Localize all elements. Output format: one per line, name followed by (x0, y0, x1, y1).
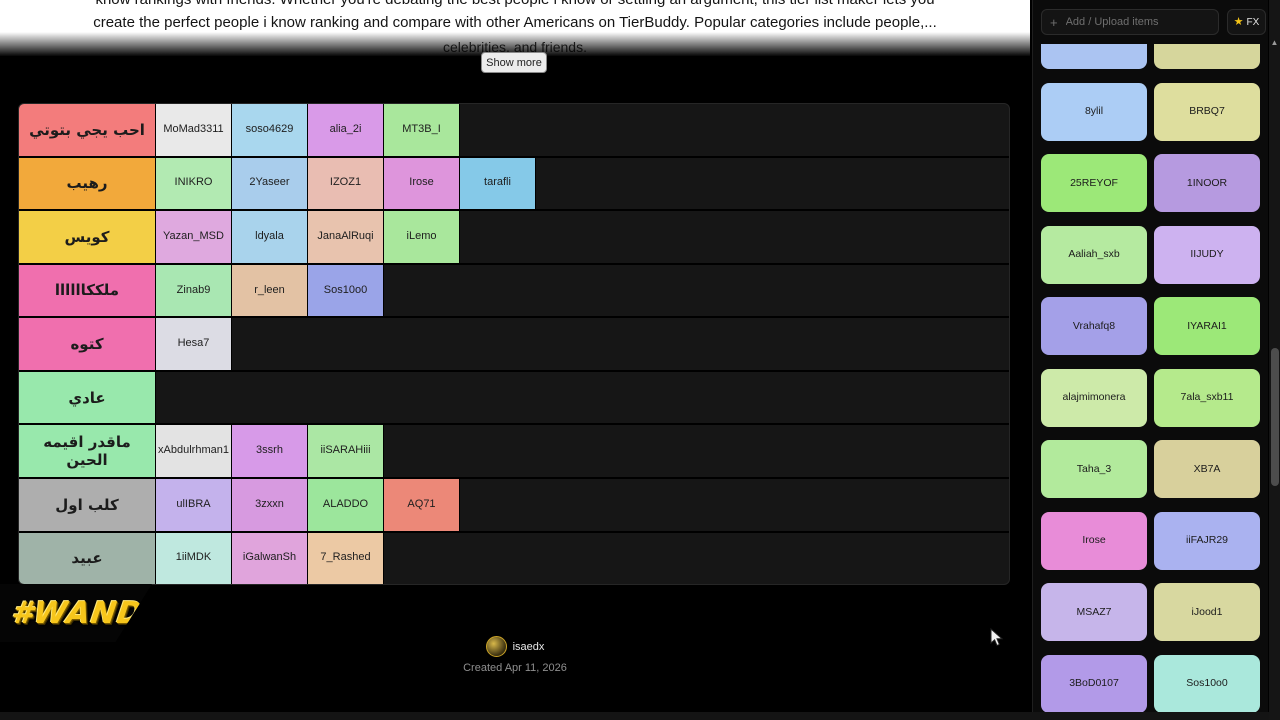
add-upload-input[interactable] (1063, 15, 1210, 29)
sidebar-items-grid: 8ylil BRBQ7 25REYOF 1INOOR Aaliah_sxb IIJUDY V… (1033, 0, 1268, 720)
tier-item[interactable]: 1iiMDK (156, 532, 232, 584)
add-upload-box[interactable]: + (1041, 9, 1219, 35)
creator-row: isaedx (0, 636, 1030, 657)
tier-label[interactable]: عبيد (19, 532, 156, 584)
tier-item[interactable]: soso4629 (232, 104, 308, 156)
tier-label[interactable]: ماقدر اقيمه الحين (19, 425, 156, 477)
tier-item[interactable]: AQ71 (384, 478, 460, 531)
tier-item[interactable]: ldyala (232, 211, 308, 263)
tier-item[interactable]: ALADDO (308, 478, 384, 531)
sidebar-item[interactable]: IYARAI1 (1154, 297, 1260, 355)
tier-item[interactable]: Zinab9 (156, 264, 232, 317)
tier-label[interactable]: كلب اول (19, 478, 156, 531)
tier-row: عبيد 1iiMDK iGalwanSh 7_Rashed (19, 532, 1009, 584)
tier-row: احب يجي بتوتي MoMad3311 soso4629 alia_2i MT3… (19, 104, 1009, 158)
tier-item[interactable]: r_leen (232, 264, 308, 317)
tier-item[interactable]: ulIBRA (156, 478, 232, 531)
tier-row: رهيب INIKRO 2Yaseer IZOZ1 Irose tarafli (19, 157, 1009, 212)
sidebar-item[interactable]: Irose (1041, 511, 1147, 570)
tier-item[interactable]: MoMad3311 (156, 104, 232, 156)
sidebar-item[interactable]: alajmimonera (1041, 368, 1147, 427)
wand-logo-text: #WAND (9, 595, 146, 631)
tier-row: كتوه Hesa7 (19, 318, 1009, 372)
sidebar-item[interactable]: Taha_3 (1041, 440, 1147, 498)
tier-row: كويس Yazan_MSD ldyala JanaAlRuqi iLemo (19, 211, 1009, 265)
tier-item[interactable]: Irose (384, 157, 460, 210)
tier-item[interactable]: iLemo (384, 211, 460, 263)
tier-item[interactable]: Yazan_MSD (156, 211, 232, 263)
sidebar-item[interactable]: IIJUDY (1154, 225, 1260, 284)
sidebar-item[interactable]: 8ylil (1041, 82, 1147, 141)
tier-list: احب يجي بتوتي MoMad3311 soso4629 alia_2i MT3… (18, 103, 1010, 585)
tier-item[interactable]: Sos10o0 (308, 264, 384, 317)
created-date: Created Apr 11, 2026 (463, 662, 567, 674)
tier-item[interactable]: INIKRO (156, 157, 232, 210)
sidebar-item[interactable]: MSAZ7 (1041, 583, 1147, 641)
creator-avatar[interactable] (485, 636, 507, 657)
tier-items: Zinab9 r_leen Sos10o0 (156, 264, 1009, 317)
fx-button-label: FX (1246, 16, 1260, 28)
description-line-1: know rankings with friends. Whether you'… (0, 0, 1030, 11)
sidebar-item[interactable]: Sos10o0 (1154, 654, 1260, 713)
tier-row: ملككاااااا Zinab9 r_leen Sos10o0 (19, 264, 1009, 319)
description-panel: know rankings with friends. Whether you'… (0, 0, 1030, 56)
tier-item[interactable]: 3zxxn (232, 478, 308, 531)
sidebar-item[interactable]: 25REYOF (1041, 154, 1147, 212)
tier-item[interactable]: tarafli (460, 157, 536, 210)
tier-item[interactable]: iGalwanSh (232, 532, 308, 584)
tier-row: عادي (19, 371, 1009, 426)
description-line-2: create the perfect people i know ranking… (93, 14, 937, 31)
items-sidebar: 8ylil BRBQ7 25REYOF 1INOOR Aaliah_sxb IIJUDY V… (1032, 0, 1268, 720)
tier-label[interactable]: عادي (19, 371, 156, 424)
tier-items (156, 372, 1009, 424)
tier-label[interactable]: رهيب (19, 157, 156, 210)
tier-items: xAbdulrhman1 3ssrh iiSARAHiii (156, 425, 1009, 477)
tier-items: MoMad3311 soso4629 alia_2i MT3B_I (156, 104, 1009, 156)
sidebar-item[interactable]: Vrahafq8 (1041, 297, 1147, 355)
tier-items: 1iiMDK iGalwanSh 7_Rashed (156, 532, 1009, 584)
tier-item[interactable]: 3ssrh (232, 425, 308, 477)
tier-label[interactable]: ملككاااااا (19, 264, 156, 317)
scroll-up-arrow-icon[interactable]: ▲ (1270, 38, 1279, 47)
tier-label[interactable]: كويس (19, 211, 156, 263)
tier-label[interactable]: كتوه (19, 318, 156, 370)
tier-item[interactable]: 7_Rashed (308, 532, 384, 584)
wand-logo: #WAND (0, 584, 152, 642)
sidebar-item[interactable]: XB7A (1154, 440, 1260, 498)
sidebar-item[interactable]: 3BoD0107 (1041, 654, 1147, 713)
fx-button[interactable]: ★ FX (1226, 9, 1267, 35)
tier-item[interactable]: iiSARAHiii (308, 425, 384, 477)
creator-username[interactable]: isaedx (512, 640, 545, 653)
vertical-scrollbar-thumb[interactable] (1271, 348, 1279, 486)
tier-items: Hesa7 (156, 318, 1009, 370)
tier-item[interactable]: IZOZ1 (308, 157, 384, 210)
sidebar-item[interactable]: 1INOOR (1154, 154, 1260, 212)
tier-items: Yazan_MSD ldyala JanaAlRuqi iLemo (156, 211, 1009, 263)
tier-item[interactable]: Hesa7 (156, 318, 232, 370)
sidebar-item[interactable]: 7ala_sxb11 (1154, 368, 1260, 427)
sidebar-item[interactable]: BRBQ7 (1154, 82, 1260, 141)
tier-label[interactable]: احب يجي بتوتي (19, 104, 156, 156)
sidebar-item[interactable]: iJood1 (1154, 583, 1260, 641)
tier-item[interactable]: alia_2i (308, 104, 384, 156)
sidebar-item[interactable]: Aaliah_sxb (1041, 225, 1147, 284)
tier-item[interactable]: xAbdulrhman1 (156, 425, 232, 477)
tier-item[interactable]: 2Yaseer (232, 157, 308, 210)
tier-items: ulIBRA 3zxxn ALADDO AQ71 (156, 478, 1009, 531)
sidebar-controls: + ★ FX (1033, 0, 1268, 44)
horizontal-scrollbar-track[interactable] (0, 712, 1269, 720)
tier-row: كلب اول ulIBRA 3zxxn ALADDO AQ71 (19, 478, 1009, 533)
show-more-button[interactable]: Show more (481, 52, 547, 73)
tier-items: INIKRO 2Yaseer IZOZ1 Irose tarafli (156, 157, 1009, 210)
sidebar-item[interactable]: iiFAJR29 (1154, 511, 1260, 570)
tier-item[interactable]: MT3B_I (384, 104, 460, 156)
star-icon: ★ (1233, 15, 1244, 28)
plus-icon: + (1050, 14, 1058, 30)
tier-item[interactable]: JanaAlRuqi (308, 211, 384, 263)
tier-row: ماقدر اقيمه الحين xAbdulrhman1 3ssrh iiSARA… (19, 425, 1009, 479)
